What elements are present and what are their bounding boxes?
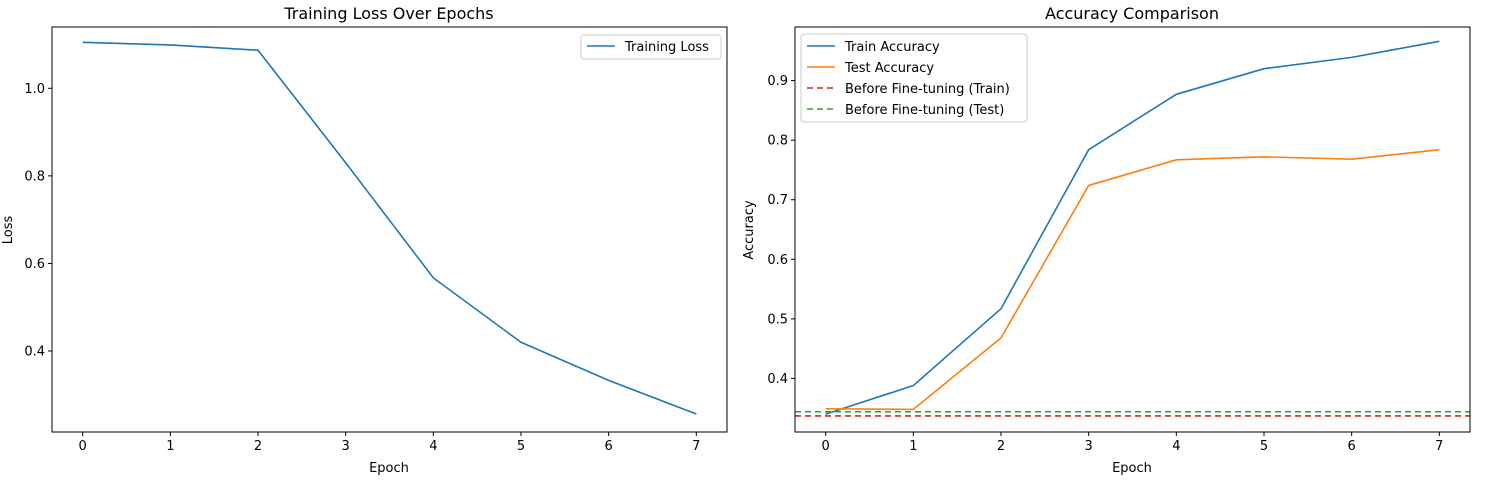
x-tick-label: 5	[1260, 439, 1268, 454]
y-tick-label: 0.6	[24, 257, 45, 272]
x-tick-label: 0	[79, 439, 87, 454]
legend-label-train-accuracy: Train Accuracy	[844, 40, 940, 55]
axes-frame	[51, 26, 728, 433]
y-tick-label: 0.5	[767, 312, 788, 327]
series-line-test-accuracy	[825, 148, 1440, 411]
legend-label-training-loss: Training Loss	[624, 40, 709, 55]
y-axis-label: Accuracy	[742, 200, 757, 260]
legend-frame	[580, 34, 722, 60]
legend: Train Accuracy Test Accuracy Before Fine…	[800, 33, 1028, 123]
legend-label-before-test: Before Fine-tuning (Test)	[845, 103, 1004, 118]
x-tick-label: 2	[254, 439, 262, 454]
x-tick-label: 4	[1172, 439, 1180, 454]
y-tick-label: 0.4	[767, 372, 788, 387]
x-tick-label: 6	[605, 439, 613, 454]
chart-title: Training Loss Over Epochs	[283, 4, 493, 23]
y-tick-label: 0.4	[24, 345, 45, 360]
training-loss-chart: Training Loss Over Epochs 0 1 2 3 4 5 6 7 0.4 0.6…	[1, 4, 728, 476]
legend-frame	[800, 33, 1028, 123]
y-tick-label: 0.8	[24, 169, 45, 184]
x-axis-label: Epoch	[369, 461, 409, 476]
y-tick-label: 1.0	[24, 82, 45, 97]
legend: Training Loss	[580, 34, 722, 60]
x-tick-label: 6	[1348, 439, 1356, 454]
chart-title: Accuracy Comparison	[1045, 4, 1219, 23]
plot-area	[795, 40, 1470, 417]
x-tick-label: 0	[822, 439, 830, 454]
tick-group: 0 1 2 3 4 5 6 7 0.4 0.5 0.6 0.7 0.8 0.9	[767, 74, 1443, 454]
x-tick-label: 2	[997, 439, 1005, 454]
y-tick-label: 0.6	[767, 253, 788, 268]
y-axis-label: Loss	[1, 216, 16, 245]
x-tick-label: 1	[166, 439, 174, 454]
series-line-train-accuracy	[825, 40, 1440, 415]
y-tick-label: 0.7	[767, 193, 788, 208]
legend-label-test-accuracy: Test Accuracy	[844, 61, 934, 76]
plot-area	[82, 41, 697, 415]
legend-label-before-train: Before Fine-tuning (Train)	[845, 82, 1010, 97]
x-tick-label: 4	[429, 439, 437, 454]
x-tick-label: 5	[517, 439, 525, 454]
series-line-training-loss	[82, 41, 697, 415]
x-tick-label: 3	[1085, 439, 1093, 454]
x-tick-label: 3	[342, 439, 350, 454]
y-tick-label: 0.8	[767, 134, 788, 149]
axes-frame	[794, 26, 1471, 433]
x-axis-label: Epoch	[1112, 461, 1152, 476]
x-tick-label: 1	[909, 439, 917, 454]
y-tick-label: 0.9	[767, 74, 788, 89]
x-tick-label: 7	[692, 439, 700, 454]
tick-group: 0 1 2 3 4 5 6 7 0.4 0.6 0.8 1.0	[24, 82, 700, 454]
x-tick-label: 7	[1435, 439, 1443, 454]
accuracy-comparison-chart: Accuracy Comparison 0 1 2 3 4 5 6 7 0.4 0.5 0.6 0.7…	[742, 4, 1471, 476]
